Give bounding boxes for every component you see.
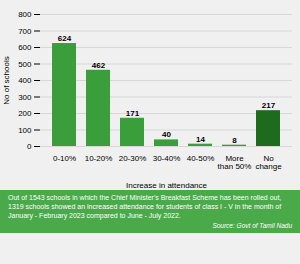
svg-text:462: 462 <box>92 61 106 70</box>
svg-text:171: 171 <box>126 109 140 118</box>
svg-text:0: 0 <box>27 142 32 151</box>
svg-text:500: 500 <box>18 60 32 69</box>
svg-text:0-10%: 0-10% <box>53 154 76 163</box>
svg-text:40-50%: 40-50% <box>187 154 215 163</box>
svg-text:No of schools: No of schools <box>2 56 11 104</box>
svg-text:20-30%: 20-30% <box>119 154 147 163</box>
svg-text:700: 700 <box>18 27 32 36</box>
html-text:Out of 1543 schools in which t: Out of 1543 schools in which the Chief M… <box>8 194 282 219</box>
svg-text:30-40%: 30-40% <box>153 154 181 163</box>
svg-text:100: 100 <box>18 126 32 135</box>
svg-text:400: 400 <box>18 76 32 85</box>
svg-text:8: 8 <box>232 136 237 145</box>
svg-text:10-20%: 10-20% <box>85 154 113 163</box>
svg-text:200: 200 <box>18 109 32 118</box>
svg-text:217: 217 <box>262 101 276 110</box>
svg-text:Nochange: Nochange <box>255 154 282 171</box>
svg-text:300: 300 <box>18 93 32 102</box>
svg-text:Increase in attendance: Increase in attendance <box>126 181 207 190</box>
svg-text:Morethan 50%: Morethan 50% <box>218 154 252 171</box>
svg-text:600: 600 <box>18 43 32 52</box>
svg-text:624: 624 <box>58 34 72 43</box>
svg-text:14: 14 <box>196 135 205 144</box>
svg-text:800: 800 <box>18 10 32 19</box>
html-text:Source: Govt of Tamil Nadu: Source: Govt of Tamil Nadu <box>212 222 292 230</box>
svg-text:40: 40 <box>162 130 171 139</box>
